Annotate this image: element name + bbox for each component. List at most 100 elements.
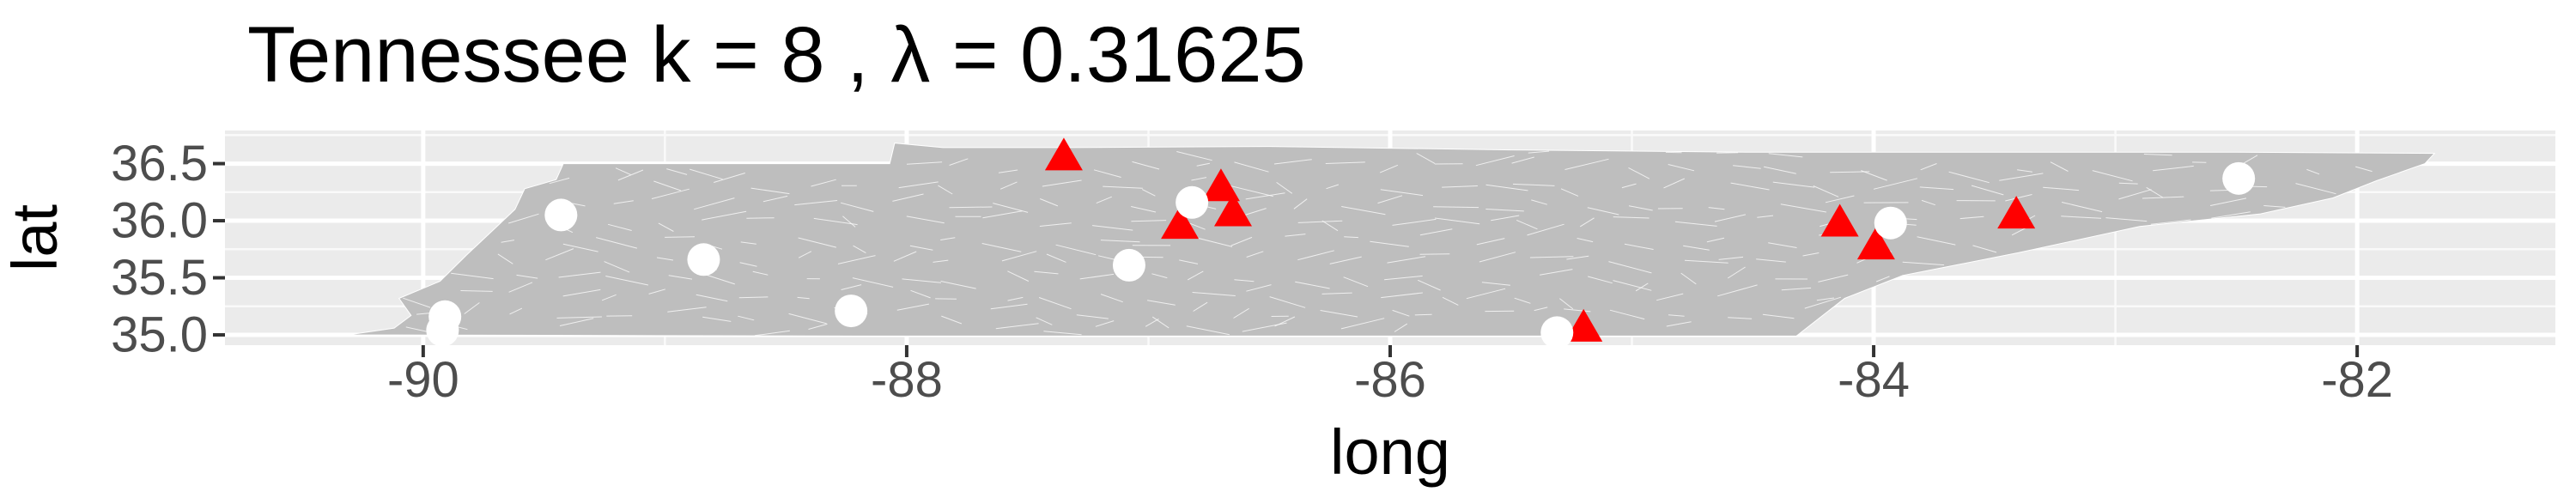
county-boundary bbox=[1036, 317, 1053, 325]
county-boundary bbox=[1577, 238, 1594, 243]
county-boundary bbox=[1917, 236, 1956, 246]
county-boundary bbox=[2153, 165, 2194, 172]
county-boundary bbox=[852, 277, 894, 288]
triangle-marker bbox=[1820, 203, 1859, 237]
county-boundary bbox=[1227, 185, 1273, 197]
county-boundary bbox=[1902, 261, 1945, 266]
county-boundary bbox=[1193, 301, 1208, 312]
county-boundary bbox=[1076, 314, 1109, 319]
county-boundary bbox=[1873, 178, 1918, 190]
county-boundary bbox=[2146, 186, 2164, 198]
county-boundary bbox=[1132, 161, 1160, 170]
county-boundary bbox=[1757, 215, 1774, 218]
county-boundary bbox=[1768, 242, 1797, 248]
county-boundary bbox=[1558, 298, 1574, 310]
county-boundary bbox=[562, 288, 601, 297]
county-boundary bbox=[1151, 316, 1170, 329]
county-boundary bbox=[1772, 181, 1815, 188]
county-boundary bbox=[1230, 236, 1253, 246]
county-boundary bbox=[1476, 238, 1505, 246]
county-boundary bbox=[1246, 284, 1272, 292]
county-boundary bbox=[1341, 206, 1386, 216]
point-markers bbox=[426, 137, 2256, 349]
x-tick-label: -84 bbox=[1838, 352, 1910, 408]
county-boundary bbox=[906, 216, 945, 224]
county-boundary bbox=[653, 180, 682, 191]
county-boundary bbox=[1830, 171, 1870, 173]
county-boundary bbox=[1491, 215, 1520, 222]
county-boundary bbox=[2295, 183, 2336, 195]
county-boundary bbox=[604, 261, 630, 273]
county-boundary bbox=[738, 315, 755, 321]
county-boundary bbox=[1876, 276, 1890, 282]
county-boundary bbox=[896, 303, 929, 311]
county-boundary bbox=[706, 274, 735, 285]
county-boundary bbox=[508, 282, 533, 293]
county-boundary bbox=[1717, 284, 1758, 297]
county-boundary bbox=[840, 202, 874, 212]
county-boundary bbox=[998, 169, 1018, 173]
county-boundary bbox=[403, 297, 431, 308]
county-boundary bbox=[1674, 221, 1717, 227]
county-boundary bbox=[1816, 297, 1835, 301]
county-boundary bbox=[999, 181, 1018, 190]
county-boundary bbox=[1001, 251, 1037, 262]
county-boundary bbox=[1186, 325, 1230, 336]
county-boundary bbox=[1762, 313, 1795, 319]
county-boundary bbox=[1042, 179, 1082, 187]
county-boundary bbox=[1540, 269, 1573, 276]
county-boundary bbox=[798, 251, 812, 258]
circle-marker bbox=[1112, 248, 1145, 282]
county-boundary bbox=[1579, 217, 1595, 228]
county-boundary bbox=[981, 243, 1022, 252]
county-boundary bbox=[1246, 251, 1264, 258]
county-boundary bbox=[1233, 307, 1249, 319]
county-boundary bbox=[558, 271, 601, 278]
county-boundary bbox=[1683, 245, 1710, 251]
county-boundary bbox=[1340, 318, 1385, 330]
county-boundary bbox=[1176, 151, 1212, 161]
county-boundary bbox=[1187, 270, 1204, 281]
county-boundary bbox=[601, 294, 617, 301]
county-boundary bbox=[1485, 209, 1524, 212]
county-boundary bbox=[794, 200, 838, 206]
county-boundary bbox=[1566, 255, 1589, 260]
county-boundary bbox=[949, 158, 969, 166]
county-boundary bbox=[1656, 293, 1684, 301]
county-boundary bbox=[750, 187, 790, 195]
county-boundary bbox=[464, 302, 480, 314]
county-boundary bbox=[690, 168, 723, 180]
county-boundary bbox=[1971, 185, 2004, 196]
county-boundary bbox=[1608, 261, 1652, 274]
county-boundary bbox=[811, 179, 836, 187]
county-boundary bbox=[1285, 234, 1306, 237]
county-boundary bbox=[1151, 273, 1168, 279]
county-boundary bbox=[696, 294, 728, 302]
county-boundary bbox=[1825, 195, 1855, 203]
triangle-marker bbox=[1214, 193, 1253, 227]
county-boundary bbox=[651, 188, 690, 199]
county-boundary bbox=[1781, 287, 1812, 291]
county-boundary bbox=[694, 197, 735, 210]
chart-title: Tennessee k = 8 , λ = 0.31625 bbox=[247, 11, 1306, 99]
x-tick-label: -86 bbox=[1354, 352, 1426, 408]
county-boundary bbox=[1297, 220, 1343, 223]
county-boundary bbox=[1804, 296, 1842, 309]
county-boundary bbox=[2263, 205, 2286, 208]
county-boundary bbox=[1718, 256, 1744, 260]
county-boundary bbox=[1293, 198, 1308, 209]
county-boundary bbox=[1802, 252, 1820, 257]
county-boundary bbox=[1813, 185, 1839, 197]
county-boundary bbox=[1039, 222, 1072, 227]
triangle-marker bbox=[1856, 227, 1895, 260]
county-boundary bbox=[1325, 161, 1365, 164]
county-boundary bbox=[1234, 161, 1269, 173]
y-tick-label: 36.5 bbox=[111, 136, 208, 191]
county-boundary bbox=[2150, 219, 2191, 225]
county-boundary bbox=[837, 255, 876, 264]
county-boundary bbox=[2355, 166, 2372, 173]
county-boundary bbox=[1706, 237, 1725, 243]
county-boundary bbox=[1245, 192, 1285, 200]
county-boundary bbox=[1716, 152, 1739, 154]
county-boundary bbox=[1959, 216, 1984, 220]
